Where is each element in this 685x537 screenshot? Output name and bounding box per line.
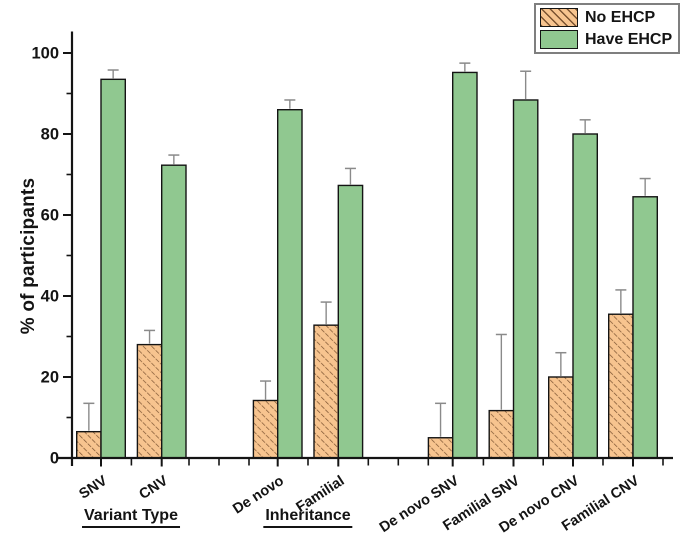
svg-text:40: 40 [41,288,59,306]
svg-text:20: 20 [41,369,59,387]
svg-text:100: 100 [31,45,59,63]
x-tick-label: CNV [136,473,171,503]
legend-label-no-ehcp: No EHCP [585,8,656,26]
group-label-inheritance: Inheritance [263,507,353,528]
legend-item-have-ehcp: Have EHCP [540,30,674,49]
legend: No EHCP Have EHCP [534,3,680,54]
svg-text:0: 0 [50,450,59,468]
group-label-variant-type: Variant Type [82,507,180,528]
legend-label-have-ehcp: Have EHCP [585,30,673,48]
no-ehcp-swatch-icon [540,8,578,27]
svg-text:80: 80 [41,126,59,144]
y-axis-label: % of participants [18,177,39,335]
x-tick-label: SNV [76,473,110,503]
legend-item-no-ehcp: No EHCP [540,8,674,27]
have-ehcp-swatch-icon [540,30,578,49]
svg-text:60: 60 [41,207,59,225]
